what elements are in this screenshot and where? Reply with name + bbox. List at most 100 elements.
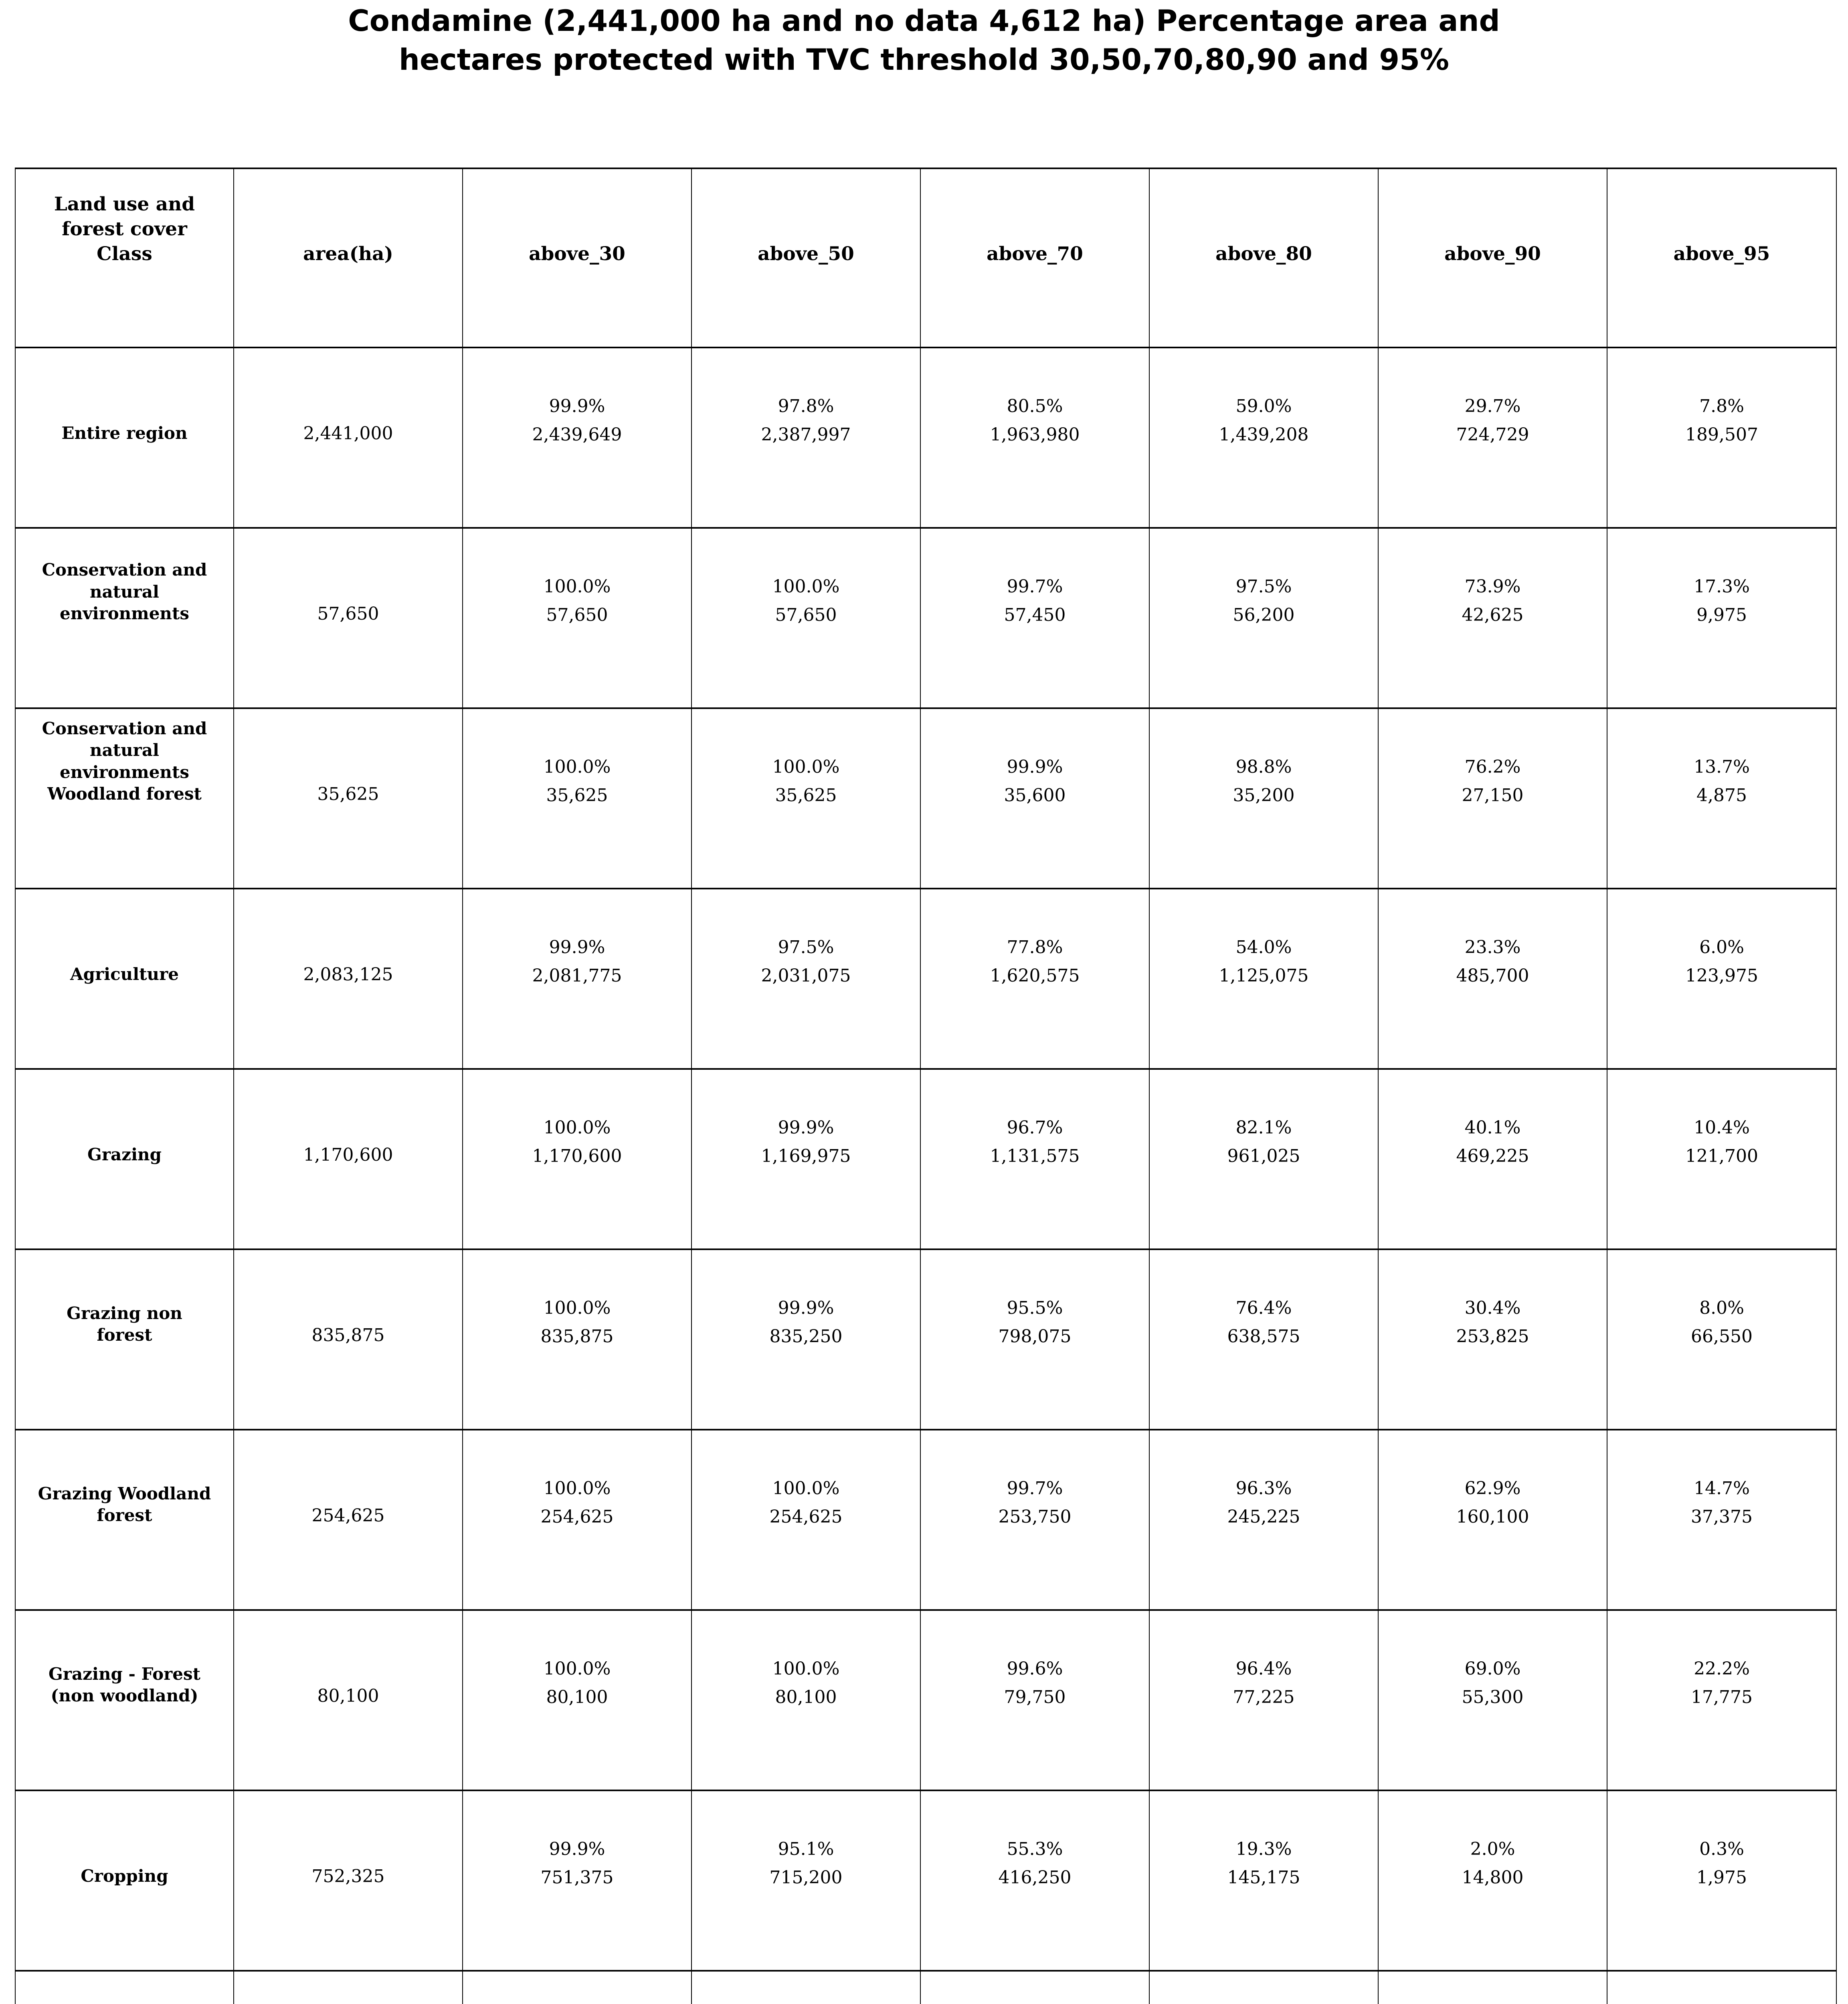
percent-value: 99.9%	[778, 1298, 834, 1318]
threshold-cell: 23.3% 485,700	[1378, 888, 1607, 1070]
hectares-value: 27,150	[1462, 785, 1524, 806]
row-class-cell: Entire region	[15, 347, 234, 529]
percent-value: 10.4%	[1694, 1117, 1750, 1138]
threshold-cell: 0.2%275	[1607, 1970, 1837, 2004]
percent-value: 59.0%	[1235, 396, 1292, 416]
threshold-cell: 1.0%1,650	[1378, 1970, 1607, 2004]
threshold-cell: 77.8% 1,620,575	[920, 888, 1150, 1070]
percent-value: 100.0%	[543, 1117, 611, 1138]
table-row: Agriculture 2,083,125 99.9% 2,081,775 97.5% 2…	[15, 888, 1837, 1070]
area-ha-cell: 2,441,000	[233, 347, 463, 529]
percent-value: 99.9%	[1007, 757, 1063, 777]
hectares-value: 9,975	[1696, 605, 1747, 625]
threshold-cell: 99.9% 751,375	[462, 1790, 692, 1972]
hectares-value: 2,081,775	[532, 966, 622, 986]
threshold-cell: 97.5% 2,031,075	[691, 888, 921, 1070]
row-class-cell: Irrigation	[15, 1970, 234, 2004]
table-row: Entire region 2,441,000 99.9% 2,439,649 97.8…	[15, 347, 1837, 529]
hectares-value: 1,131,575	[990, 1146, 1080, 1166]
threshold-cell: 95.1% 715,200	[691, 1790, 921, 1972]
hectares-value: 2,031,075	[761, 966, 851, 986]
percent-value: 76.4%	[1235, 1298, 1292, 1318]
hectares-value: 1,169,975	[761, 1146, 851, 1166]
threshold-cell: 99.7%159,525	[462, 1970, 692, 2004]
area-ha-cell: 1,170,600	[233, 1068, 463, 1250]
hectares-value: 35,600	[1004, 785, 1066, 806]
hectares-value: 1,975	[1696, 1867, 1747, 1888]
area-ha-cell: 835,875	[233, 1248, 463, 1430]
table-row: Grazing Woodland forest 254,625 100.0% 254,…	[15, 1429, 1837, 1611]
percent-value: 99.6%	[1007, 1659, 1063, 1679]
percent-value: 100.0%	[543, 1298, 611, 1318]
threshold-cell: 96.3% 245,225	[1149, 1429, 1379, 1611]
hectares-value: 715,200	[769, 1867, 843, 1888]
percent-value: 69.0%	[1464, 1659, 1521, 1679]
threshold-cell: 98.8% 35,200	[1149, 707, 1379, 889]
hectares-value: 253,750	[998, 1507, 1072, 1527]
header-row: Land use and forest cover Class area(ha)…	[15, 168, 1837, 348]
table-row: Conservation and natural environments 57,…	[15, 527, 1837, 709]
threshold-cell: 8.0% 66,550	[1607, 1248, 1837, 1430]
threshold-cell: 97.8% 2,387,997	[691, 347, 921, 529]
row-class-cell: Conservation and natural environments	[15, 527, 234, 709]
area-ha-cell: 35,625	[233, 707, 463, 889]
threshold-cell: 99.6% 79,750	[920, 1609, 1150, 1791]
hectares-value: 79,750	[1004, 1687, 1066, 1707]
threshold-cell: 17.3% 9,975	[1607, 527, 1837, 709]
threshold-cell: 10.4% 121,700	[1607, 1068, 1837, 1250]
threshold-cell: 100.0% 254,625	[462, 1429, 692, 1611]
percent-value: 97.5%	[1235, 576, 1292, 597]
percent-value: 100.0%	[543, 1478, 611, 1499]
percent-value: 97.5%	[778, 937, 834, 958]
hectares-value: 254,625	[769, 1507, 843, 1527]
hectares-value: 17,775	[1691, 1687, 1753, 1707]
table-body: Entire region 2,441,000 99.9% 2,439,649 97.8…	[15, 347, 1837, 2004]
percent-value: 40.1%	[1464, 1117, 1521, 1138]
percent-value: 17.3%	[1694, 576, 1750, 597]
hectares-value: 1,170,600	[532, 1146, 622, 1166]
area-ha-cell: 2,083,125	[233, 888, 463, 1070]
row-class-cell: Agriculture	[15, 888, 234, 1070]
percent-value: 62.9%	[1464, 1478, 1521, 1499]
row-class-cell: Cropping	[15, 1790, 234, 1972]
percent-value: 54.0%	[1235, 937, 1292, 958]
threshold-cell: 99.7% 57,450	[920, 527, 1150, 709]
hectares-value: 42,625	[1462, 605, 1524, 625]
threshold-cell: 100.0% 57,650	[691, 527, 921, 709]
col-header-above-90: above_90	[1378, 168, 1607, 348]
percent-value: 73.9%	[1464, 576, 1521, 597]
threshold-cell: 7.8% 189,507	[1607, 347, 1837, 529]
threshold-cell: 76.4% 638,575	[1149, 1248, 1379, 1430]
table-row: Conservation and natural environments Wo…	[15, 707, 1837, 889]
percent-value: 8.0%	[1699, 1298, 1744, 1318]
threshold-cell: 14.7% 37,375	[1607, 1429, 1837, 1611]
threshold-cell: 59.0% 1,439,208	[1149, 347, 1379, 529]
table-row: Grazing 1,170,600 100.0% 1,170,600 99.9% 1,16…	[15, 1068, 1837, 1250]
hectares-value: 485,700	[1456, 966, 1529, 986]
percent-value: 23.3%	[1464, 937, 1521, 958]
percent-value: 96.4%	[1235, 1659, 1292, 1679]
threshold-cell: 6.0% 123,975	[1607, 888, 1837, 1070]
percent-value: 95.1%	[778, 1839, 834, 1859]
hectares-value: 35,625	[775, 785, 837, 806]
threshold-cell: 99.9% 2,439,649	[462, 347, 692, 529]
col-header-above-95: above_95	[1607, 168, 1837, 348]
row-class-cell: Grazing - Forest (non woodland)	[15, 1609, 234, 1791]
area-ha-cell: 752,325	[233, 1790, 463, 1972]
percent-value: 100.0%	[543, 1659, 611, 1679]
hectares-value: 961,025	[1227, 1146, 1300, 1166]
col-header-above-50: above_50	[691, 168, 921, 348]
table-row: Grazing non forest 835,875 100.0% 835,875 99…	[15, 1248, 1837, 1430]
threshold-cell: 97.5% 56,200	[1149, 527, 1379, 709]
threshold-cell: 100.0% 57,650	[462, 527, 692, 709]
percent-value: 2.0%	[1470, 1839, 1515, 1859]
threshold-cell: 54.0% 1,125,075	[1149, 888, 1379, 1070]
threshold-cell: 55.3% 416,250	[920, 1790, 1150, 1972]
row-class-cell: Grazing Woodland forest	[15, 1429, 234, 1611]
tvc-threshold-table: Land use and forest cover Class area(ha)…	[15, 168, 1837, 2004]
threshold-cell: 30.4% 253,825	[1378, 1248, 1607, 1430]
hectares-value: 121,700	[1685, 1146, 1758, 1166]
hectares-value: 57,650	[546, 605, 608, 625]
hectares-value: 37,375	[1691, 1507, 1753, 1527]
table-row: Grazing - Forest (non woodland) 80,100 100…	[15, 1609, 1837, 1791]
